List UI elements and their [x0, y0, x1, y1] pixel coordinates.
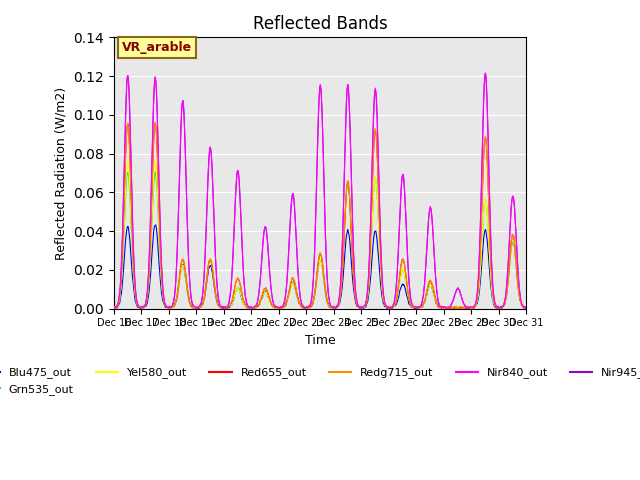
- Red655_out: [522, 305, 530, 311]
- Blu475_out: [522, 304, 530, 310]
- Nir945_out: [110, 305, 118, 311]
- Grn535_out: [202, 280, 210, 286]
- Text: VR_arable: VR_arable: [122, 41, 193, 54]
- Yel580_out: [161, 300, 168, 306]
- Blu475_out: [202, 283, 210, 289]
- Red655_out: [224, 305, 232, 311]
- Nir945_out: [381, 301, 389, 307]
- Nir840_out: [413, 306, 421, 312]
- Redg715_out: [110, 305, 118, 311]
- Blu475_out: [118, 290, 125, 296]
- Redg715_out: [370, 148, 378, 154]
- Yel580_out: [110, 304, 118, 310]
- Nir840_out: [160, 295, 168, 300]
- Grn535_out: [465, 306, 472, 312]
- Line: Yel580_out: Yel580_out: [114, 161, 526, 309]
- Nir945_out: [369, 130, 377, 136]
- Line: Nir945_out: Nir945_out: [114, 73, 526, 309]
- Nir945_out: [202, 240, 209, 245]
- Blu475_out: [110, 305, 118, 311]
- Redg715_out: [224, 303, 232, 309]
- Grn535_out: [382, 304, 390, 310]
- Nir945_out: [481, 71, 489, 76]
- Nir840_out: [381, 300, 389, 306]
- Red655_out: [161, 300, 168, 305]
- Y-axis label: Reflected Radiation (W/m2): Reflected Radiation (W/m2): [55, 86, 68, 260]
- Nir840_out: [118, 261, 125, 267]
- Nir945_out: [160, 296, 168, 301]
- Yel580_out: [124, 158, 132, 164]
- Grn535_out: [161, 301, 168, 307]
- Redg715_out: [448, 306, 456, 312]
- Title: Reflected Bands: Reflected Bands: [253, 15, 387, 33]
- Nir840_out: [369, 129, 377, 134]
- Yel580_out: [522, 304, 530, 310]
- Line: Blu475_out: Blu475_out: [114, 225, 526, 309]
- Grn535_out: [152, 169, 159, 175]
- Redg715_out: [161, 299, 168, 304]
- Nir840_out: [110, 305, 118, 311]
- Yel580_out: [202, 281, 210, 287]
- Red655_out: [110, 304, 118, 310]
- Nir840_out: [223, 304, 231, 310]
- Nir840_out: [202, 240, 209, 245]
- Line: Grn535_out: Grn535_out: [114, 172, 526, 309]
- Grn535_out: [224, 305, 232, 311]
- Redg715_out: [202, 279, 210, 285]
- Yel580_out: [382, 303, 390, 309]
- Yel580_out: [118, 277, 125, 283]
- Red655_out: [454, 306, 462, 312]
- Nir945_out: [522, 305, 530, 311]
- Line: Red655_out: Red655_out: [114, 123, 526, 309]
- Nir840_out: [481, 70, 489, 76]
- Blu475_out: [382, 304, 390, 310]
- Yel580_out: [224, 304, 232, 310]
- Yel580_out: [370, 191, 378, 196]
- Red655_out: [152, 120, 159, 126]
- X-axis label: Time: Time: [305, 334, 335, 347]
- Line: Redg715_out: Redg715_out: [114, 123, 526, 309]
- Grn535_out: [370, 191, 378, 196]
- Blu475_out: [370, 236, 378, 241]
- Blu475_out: [460, 306, 467, 312]
- Grn535_out: [110, 304, 118, 310]
- Blu475_out: [152, 222, 159, 228]
- Blu475_out: [161, 301, 168, 307]
- Redg715_out: [152, 120, 159, 126]
- Grn535_out: [522, 304, 530, 310]
- Red655_out: [118, 270, 125, 276]
- Red655_out: [382, 302, 390, 308]
- Nir840_out: [522, 305, 530, 311]
- Grn535_out: [118, 279, 125, 285]
- Redg715_out: [522, 304, 530, 310]
- Nir945_out: [118, 262, 125, 267]
- Legend: Blu475_out, Grn535_out, Yel580_out, Red655_out, Redg715_out, Nir840_out, Nir945_: Blu475_out, Grn535_out, Yel580_out, Red6…: [0, 363, 640, 399]
- Nir945_out: [223, 304, 231, 310]
- Redg715_out: [382, 303, 390, 309]
- Line: Nir840_out: Nir840_out: [114, 73, 526, 309]
- Nir945_out: [442, 306, 450, 312]
- Redg715_out: [118, 270, 125, 276]
- Red655_out: [202, 280, 210, 286]
- Yel580_out: [442, 306, 449, 312]
- Blu475_out: [224, 304, 232, 310]
- Red655_out: [370, 147, 378, 153]
